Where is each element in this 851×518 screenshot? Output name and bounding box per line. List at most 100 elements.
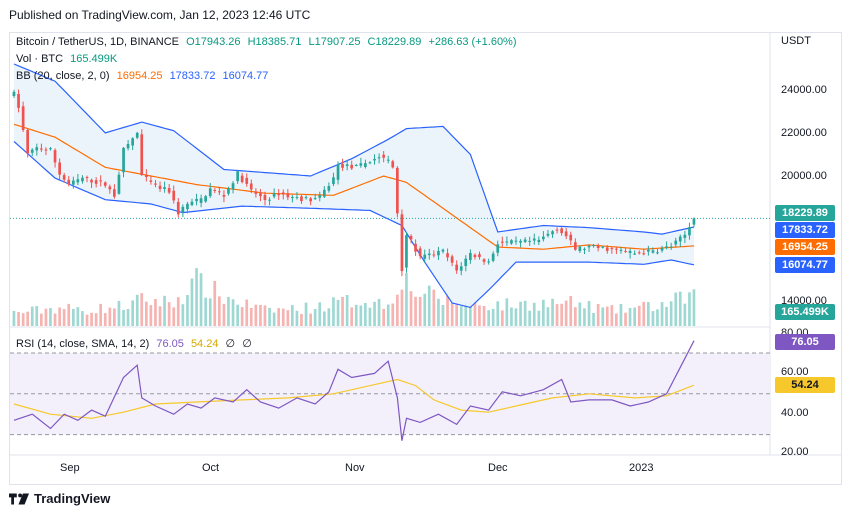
time-tick: 2023 — [629, 462, 654, 474]
volume-bar — [295, 310, 299, 326]
candle-body — [49, 148, 52, 150]
candle-body — [569, 234, 573, 241]
candle-body — [227, 188, 230, 194]
ohlc-open: O17943.26 — [186, 36, 241, 48]
volume-bar — [35, 306, 39, 326]
price-scale-unit[interactable]: USDT — [781, 35, 811, 47]
candle-body — [386, 159, 390, 161]
volume-bar — [181, 304, 185, 326]
candle-body — [373, 158, 376, 161]
volume-bar — [145, 301, 148, 326]
candle-body — [354, 165, 358, 166]
candle-body — [222, 194, 226, 197]
candle-body — [108, 186, 112, 190]
candle-body — [469, 253, 472, 260]
candle-body — [309, 198, 312, 202]
volume-bar — [81, 311, 84, 326]
rsi-tick: 40.00 — [781, 407, 809, 419]
volume-bar — [85, 314, 89, 326]
candle-body — [327, 186, 331, 191]
bb-lower-tag: 16074.77 — [775, 257, 835, 273]
candle-body — [94, 180, 98, 184]
candle-body — [58, 162, 61, 175]
volume-bar — [12, 311, 16, 326]
volume-bar — [231, 299, 235, 326]
volume-bar — [432, 289, 436, 326]
volume-bar — [605, 306, 609, 326]
close-price-tag: 18229.89 — [775, 205, 835, 221]
volume-bar — [190, 278, 194, 326]
volume-bar — [236, 304, 239, 326]
candle-body — [291, 197, 294, 198]
candle-body — [30, 149, 34, 153]
rsi-label[interactable]: RSI (14, close, SMA, 14, 2) — [16, 338, 150, 350]
chart-frame[interactable] — [9, 32, 842, 485]
volume-bar — [40, 313, 43, 326]
volume-bar — [587, 301, 591, 326]
candle-body — [17, 94, 20, 108]
volume-bar — [286, 310, 290, 326]
bb-basis-line — [13, 123, 695, 250]
volume-bar — [532, 302, 536, 326]
candle-body — [423, 254, 427, 259]
candle-body — [204, 196, 207, 202]
candle-body — [318, 195, 322, 198]
volume-bar — [341, 296, 344, 326]
rsi-ma-line — [13, 378, 695, 419]
symbol-title[interactable]: Bitcoin / TetherUS, 1D, BINANCE — [16, 36, 180, 48]
volume-bar — [149, 305, 153, 326]
candle-body — [158, 185, 162, 189]
volume-bar — [154, 299, 157, 326]
candle-body — [523, 239, 527, 242]
volume-bar — [30, 306, 34, 326]
candle-body — [263, 194, 267, 200]
volume-bar — [660, 302, 664, 326]
volume-bar — [186, 295, 189, 326]
ohlc-change: +286.63 (+1.60%) — [428, 36, 517, 48]
volume-bar — [464, 302, 468, 326]
volume-bar — [473, 301, 477, 326]
volume-bar — [245, 299, 249, 326]
volume-bar — [678, 291, 682, 326]
volume-bar — [108, 307, 112, 326]
candle-body — [505, 241, 509, 243]
volume-bar — [546, 307, 550, 326]
candle-body — [117, 174, 121, 194]
volume-bar — [135, 294, 139, 326]
candle-body — [90, 179, 93, 183]
candle-body — [637, 252, 641, 254]
candle-body — [459, 266, 463, 271]
candle-body — [213, 190, 217, 191]
volume-label[interactable]: Vol · BTC — [16, 53, 64, 65]
volume-bar — [300, 313, 303, 326]
candle-body — [665, 246, 668, 248]
volume-bar — [90, 312, 93, 326]
candle-body — [167, 188, 171, 193]
candle-body — [259, 193, 262, 197]
volume-bar — [199, 273, 203, 326]
volume-bar — [501, 310, 504, 326]
volume-bar — [254, 304, 258, 326]
candle-body — [126, 144, 130, 149]
rsi-value: 76.05 — [156, 338, 184, 350]
volume-bar — [647, 302, 650, 326]
bb-upper-tag: 17833.72 — [775, 222, 835, 238]
candle-body — [72, 180, 75, 185]
volume-bar — [213, 280, 217, 326]
volume-bar — [637, 305, 641, 326]
candle-body — [514, 240, 518, 242]
volume-value: 165.499K — [70, 53, 118, 65]
candle-body — [272, 193, 276, 197]
candle-body — [450, 256, 454, 263]
candle-body — [692, 218, 696, 225]
candle-body — [437, 250, 440, 256]
volume-bar — [21, 313, 25, 326]
bb-label[interactable]: BB (20, close, 2, 0) — [16, 70, 110, 82]
candle-body — [409, 236, 413, 240]
candle-body — [181, 206, 185, 213]
ohlc-low: L17907.25 — [308, 36, 361, 48]
candle-body — [76, 179, 80, 183]
volume-bar — [62, 309, 66, 326]
tradingview-footer[interactable]: TradingView — [9, 491, 110, 506]
